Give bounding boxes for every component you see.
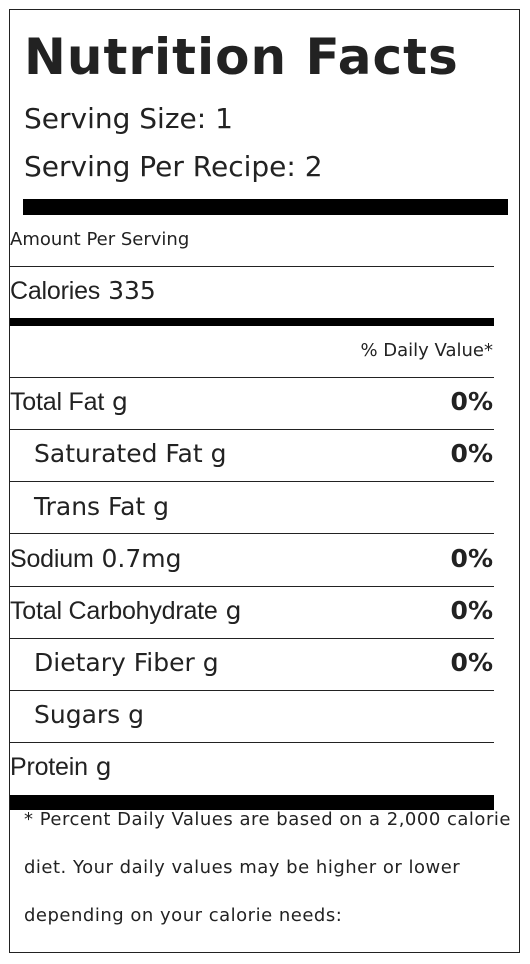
total-fat-dv: 0%	[450, 387, 493, 416]
sugars-amount: g	[128, 700, 145, 729]
calories-label: Calories	[10, 277, 101, 305]
amount-per-serving: Amount Per Serving	[10, 229, 190, 250]
total-carbohydrate-dv: 0%	[450, 596, 493, 625]
divider	[10, 533, 494, 534]
serving-size: Serving Size: 1	[24, 102, 233, 135]
divider	[10, 690, 494, 691]
trans-fat-row: Trans Fat g	[34, 492, 169, 521]
saturated-fat-amount: g	[210, 439, 227, 468]
divider	[10, 638, 494, 639]
calories-thick-divider	[10, 318, 494, 326]
total-fat-label: Total Fat	[10, 388, 105, 416]
saturated-fat-row: Saturated Fat g	[34, 439, 226, 468]
trans-fat-amount: g	[153, 492, 170, 521]
calories-value: 335	[108, 276, 156, 305]
protein-label: Protein	[10, 753, 88, 781]
divider	[10, 481, 494, 482]
saturated-fat-dv: 0%	[450, 439, 493, 468]
top-thick-divider	[23, 199, 508, 215]
sodium-label: Sodium	[10, 545, 94, 573]
divider	[10, 586, 494, 587]
total-fat-row: Total Fat g	[10, 387, 128, 417]
total-fat-amount: g	[112, 387, 128, 416]
dietary-fiber-amount: g	[202, 648, 219, 677]
daily-value-header: % Daily Value*	[360, 340, 493, 361]
total-carbohydrate-row: Total Carbohydrate g	[10, 596, 241, 626]
sugars-label: Sugars	[34, 700, 121, 729]
saturated-fat-label: Saturated Fat	[34, 439, 203, 468]
sodium-dv: 0%	[450, 544, 493, 573]
serving-per-recipe: Serving Per Recipe: 2	[24, 150, 323, 183]
calories-row: Calories 335	[10, 276, 156, 306]
sodium-row: Sodium 0.7mg	[10, 544, 182, 574]
nutrition-label: Nutrition Facts Serving Size: 1 Serving …	[9, 9, 520, 953]
divider	[10, 742, 494, 743]
divider	[10, 266, 494, 267]
footnote: * Percent Daily Values are based on a 2,…	[24, 809, 511, 926]
sodium-amount: 0.7mg	[101, 544, 182, 573]
dietary-fiber-row: Dietary Fiber g	[34, 648, 219, 677]
dietary-fiber-dv: 0%	[450, 648, 493, 677]
bottom-thick-divider	[10, 795, 494, 810]
total-carbohydrate-amount: g	[225, 596, 242, 625]
trans-fat-label: Trans Fat	[34, 492, 146, 521]
protein-row: Protein g	[10, 752, 112, 782]
total-carbohydrate-label: Total Carbohydrate	[10, 597, 218, 625]
divider	[10, 429, 494, 430]
divider	[10, 377, 494, 378]
label-title: Nutrition Facts	[24, 28, 459, 86]
protein-amount: g	[95, 752, 112, 781]
dietary-fiber-label: Dietary Fiber	[34, 648, 195, 677]
sugars-row: Sugars g	[34, 700, 144, 729]
